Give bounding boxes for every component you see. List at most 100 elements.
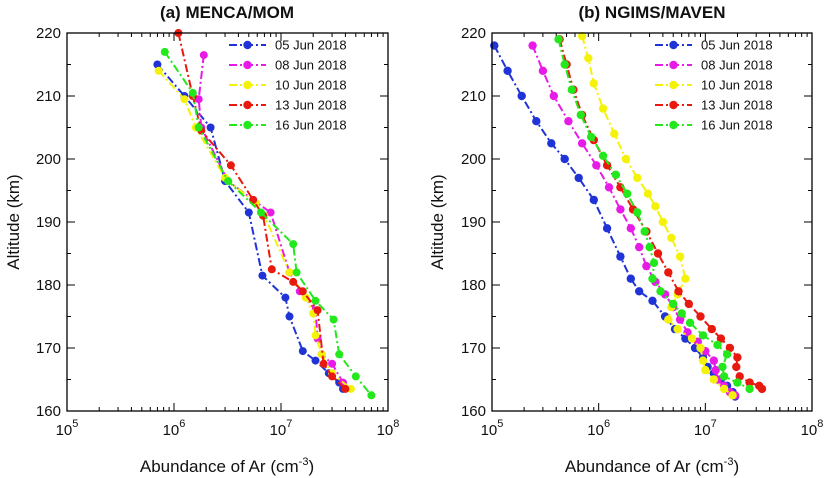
data-point	[635, 287, 644, 296]
data-point	[319, 359, 328, 368]
data-point	[298, 347, 307, 356]
legend-label: 08 Jun 2018	[275, 58, 347, 73]
chart-title: (a) MENCA/MOM	[160, 3, 294, 22]
data-point	[267, 265, 276, 274]
data-point	[576, 110, 585, 120]
data-point	[675, 252, 685, 261]
data-point	[664, 315, 673, 324]
data-point	[698, 356, 708, 365]
legend-item: 10 Jun 2018	[655, 78, 773, 93]
data-point	[635, 243, 644, 252]
data-point	[610, 129, 619, 138]
chart-title: (b) NGIMS/MAVEN	[578, 3, 725, 22]
data-point	[725, 343, 735, 353]
data-point	[503, 66, 512, 76]
data-point	[335, 350, 344, 359]
data-point	[677, 309, 686, 318]
data-point	[292, 268, 301, 277]
data-point	[328, 372, 337, 381]
data-point	[722, 350, 732, 359]
data-point	[346, 384, 355, 393]
legend-item: 16 Jun 2018	[229, 118, 347, 133]
data-point	[681, 274, 690, 283]
series-16-jun-2018	[160, 47, 376, 400]
series-16-jun-2018	[554, 35, 754, 394]
data-point	[757, 384, 767, 394]
series-13-jun-2018	[174, 29, 350, 393]
data-point	[719, 372, 729, 381]
data-point	[633, 208, 642, 217]
data-point	[206, 123, 215, 132]
data-point	[532, 117, 541, 126]
data-point	[673, 324, 682, 334]
x-tick-label: 108	[801, 418, 824, 439]
data-point	[586, 132, 596, 142]
data-point	[645, 243, 654, 252]
data-point	[643, 189, 653, 198]
data-point	[244, 208, 253, 217]
data-point	[266, 208, 275, 217]
legend-marker	[243, 40, 252, 50]
data-point	[602, 224, 612, 233]
data-point	[180, 95, 189, 104]
y-tick-label: 160	[36, 403, 61, 420]
data-point	[584, 54, 593, 63]
data-point	[560, 154, 569, 164]
data-point	[642, 261, 651, 271]
data-point	[674, 287, 683, 296]
data-point	[298, 287, 307, 296]
legend-marker	[243, 100, 252, 110]
data-point	[564, 117, 573, 126]
x-tick-label: 106	[163, 418, 186, 439]
legend-marker	[243, 60, 252, 70]
data-point	[554, 35, 563, 44]
data-point	[311, 296, 320, 305]
plot-frame	[66, 32, 389, 412]
data-point	[194, 95, 203, 104]
legend-item: 13 Jun 2018	[229, 98, 347, 113]
data-point	[648, 274, 657, 283]
x-axis-label: Abundance of Ar (cm-3)	[140, 456, 314, 476]
y-tick-label: 170	[36, 340, 61, 357]
data-point	[328, 359, 337, 368]
legend-item: 05 Jun 2018	[229, 38, 347, 53]
data-point	[664, 268, 673, 277]
data-point	[289, 240, 298, 249]
data-point	[698, 331, 708, 340]
y-tick-label: 190	[36, 214, 61, 231]
data-point	[626, 224, 635, 233]
data-point	[696, 343, 705, 353]
data-point	[684, 299, 693, 309]
y-axis-label: Altitude (km)	[4, 174, 23, 269]
data-point	[701, 365, 710, 375]
x-tick-label: 107	[270, 418, 293, 439]
data-point	[224, 177, 233, 186]
data-point	[651, 202, 660, 211]
data-point	[687, 334, 697, 343]
legend-marker	[669, 40, 678, 50]
data-point	[707, 324, 716, 334]
data-point	[311, 356, 320, 365]
legend-marker	[243, 80, 252, 90]
legend-item: 13 Jun 2018	[655, 98, 773, 113]
x-axis-label: Abundance of Ar (cm-3)	[565, 456, 739, 476]
y-tick-label: 200	[461, 151, 486, 168]
data-point	[667, 233, 676, 242]
data-point	[621, 154, 631, 164]
y-tick-label: 210	[461, 88, 486, 105]
y-tick-label: 220	[36, 25, 61, 42]
data-point	[592, 161, 601, 170]
data-point	[640, 227, 649, 236]
data-point	[153, 60, 162, 69]
y-tick-label: 190	[461, 214, 486, 231]
data-point	[626, 274, 635, 283]
data-point	[623, 189, 632, 198]
data-point	[681, 334, 690, 343]
data-point	[633, 173, 642, 183]
y-tick-label: 170	[461, 340, 486, 357]
series-line	[581, 35, 734, 397]
x-tick-label: 105	[481, 418, 504, 439]
data-point	[616, 252, 625, 261]
data-point	[574, 173, 583, 183]
